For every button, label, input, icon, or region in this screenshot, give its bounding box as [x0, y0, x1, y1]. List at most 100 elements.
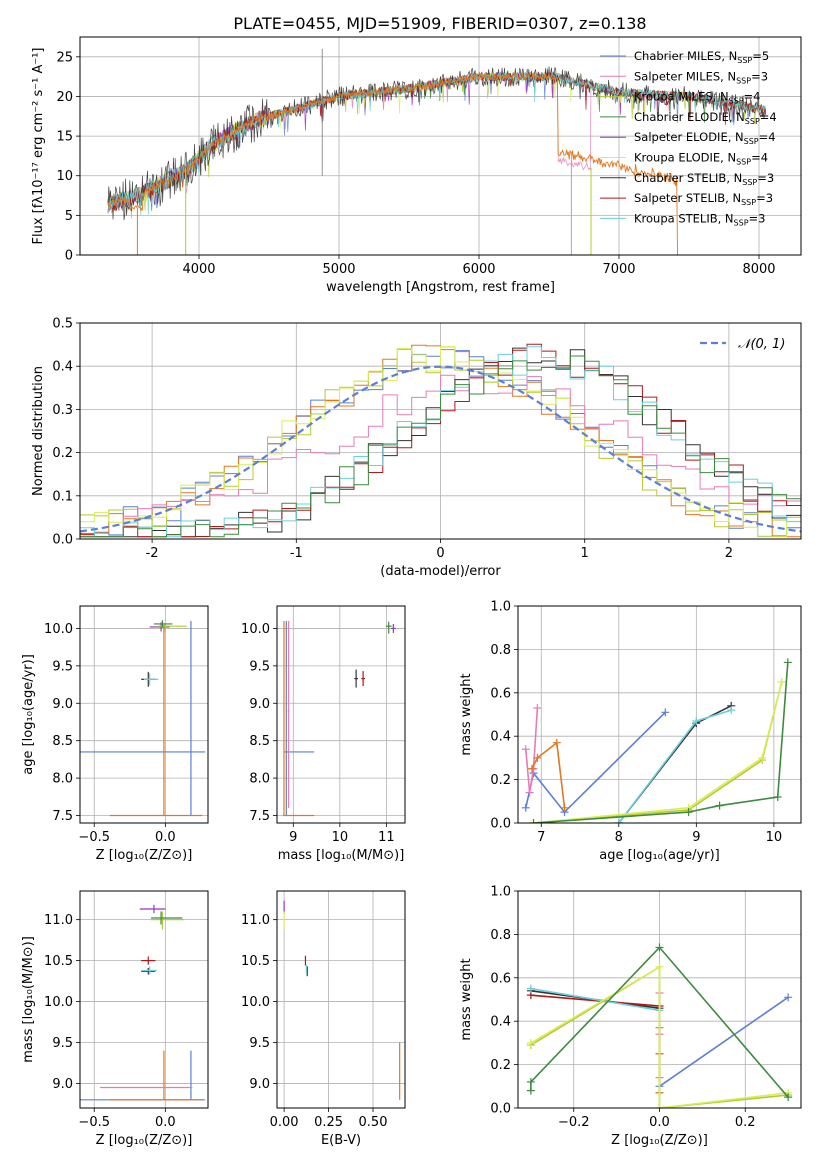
weight-marker — [692, 717, 701, 726]
y-tick-label: 0.6 — [490, 971, 511, 986]
x-tick-label: 0.0 — [155, 830, 176, 845]
x-axis-label: Z [log₁₀(Z/Z⊙)] — [96, 848, 193, 863]
axes-frame — [79, 605, 209, 824]
x-tick-label: −0.5 — [78, 830, 110, 845]
weight-series — [521, 703, 542, 797]
weight-line — [530, 946, 789, 1098]
y-tick-label: 9.5 — [52, 659, 73, 674]
x-tick-label: 6000 — [462, 262, 495, 277]
x-axis-label: (data-model)/error — [380, 564, 501, 579]
weight-marker — [552, 738, 561, 747]
weight-series — [526, 943, 793, 1102]
age_vs_mass-plot-area — [283, 620, 396, 817]
x-axis-label: mass [log₁₀(M/M⊙)] — [278, 848, 405, 863]
weight-marker — [533, 753, 542, 762]
legend-subscript: SSP — [737, 56, 752, 65]
y-tick-label: 8.0 — [52, 772, 73, 787]
x-tick-label: 9 — [289, 830, 297, 845]
weight-series — [614, 701, 736, 823]
weight-line — [530, 994, 660, 1007]
weight-series — [521, 708, 670, 817]
errorbar-point — [80, 620, 206, 816]
y-tick-label: 0.4 — [52, 360, 73, 375]
errorbar-point — [109, 1050, 203, 1101]
weight-line — [530, 987, 660, 1012]
weight-marker — [655, 943, 664, 952]
x-axis-label: age [log₁₀(age/yr)] — [599, 848, 720, 863]
weight-marker — [529, 819, 538, 823]
mass_weight_vs_Z-plot-area — [526, 943, 793, 1108]
y-tick-label: 0.2 — [52, 446, 73, 461]
legend-entry: Salpeter MILES, NSSP=3 — [634, 69, 768, 85]
weight-line — [533, 681, 783, 823]
legend-entry: Kroupa ELODIE, NSSP=4 — [634, 151, 768, 167]
legend-count: =4 — [751, 151, 768, 165]
y-tick-label: 10.0 — [241, 622, 270, 637]
errorbar-point — [283, 620, 315, 817]
weight-marker — [661, 708, 670, 717]
y-tick-label: 1.0 — [490, 885, 511, 900]
legend-count: =4 — [759, 130, 776, 144]
y-tick-label: 0.8 — [490, 928, 511, 943]
weight-line — [525, 707, 539, 793]
y-tick-label: 9.5 — [52, 1036, 73, 1051]
errorbar-point — [287, 620, 290, 809]
axes-frame — [276, 605, 406, 824]
axes-frame — [517, 605, 802, 824]
residuals-plot-area — [80, 343, 801, 538]
weight-marker — [533, 703, 542, 712]
weight-marker — [526, 1077, 535, 1086]
mass_vs_Z-panel: −0.5 0.0 9.0 9.5 10.0 10.5 11.0 Z [log₁₀(Z/Z⊙)]… — [21, 890, 209, 1148]
weight-line — [533, 662, 789, 823]
y-tick-label: 9.0 — [249, 1077, 270, 1092]
errorbar-point — [141, 956, 156, 965]
age_vs_Z-panel: −0.5 0.0 7.5 8.0 8.5 9.0 9.5 10.0 Z [log₁₀(Z/Z⊙)… — [21, 605, 209, 863]
legend-count: =3 — [757, 171, 774, 185]
legend-count: =4 — [760, 110, 777, 124]
mass_vs_ebv-panel: 0.00 0.25 0.50 9.0 9.5 10.0 10.5 11.0 E(B-V) — [241, 890, 406, 1148]
y-tick-label: 9.5 — [249, 659, 270, 674]
x-tick-label: 0.2 — [735, 1115, 756, 1130]
histogram-step — [80, 374, 801, 537]
weight-line — [531, 741, 566, 808]
errorbar-point — [151, 911, 183, 925]
y-tick-label: 0.5 — [52, 317, 73, 332]
mass_vs_Z-plot-area — [80, 904, 206, 1101]
y-tick-label: 20 — [56, 90, 73, 105]
errorbar-point — [354, 669, 358, 688]
x-tick-label: 0.0 — [155, 1115, 176, 1130]
y-tick-label: 0.1 — [52, 489, 73, 504]
axes-frame — [79, 36, 802, 256]
x-tick-label: 10 — [332, 830, 349, 845]
weight-marker — [773, 792, 782, 801]
weight-line — [658, 996, 789, 1093]
y-tick-label: 10.5 — [241, 954, 270, 969]
y-axis-label: age [log₁₀(age/yr)] — [21, 654, 36, 775]
legend-count: =3 — [756, 191, 773, 205]
weight-marker — [521, 803, 530, 812]
axes-frame — [79, 322, 802, 540]
spectrum-plot-area — [107, 48, 767, 255]
legend-count: =5 — [752, 49, 769, 63]
axes-frame — [276, 890, 406, 1109]
x-tick-label: 0.00 — [270, 1115, 299, 1130]
x-tick-label: 0.25 — [314, 1115, 343, 1130]
weight-series — [529, 658, 792, 823]
y-tick-label: 0.6 — [490, 686, 511, 701]
x-axis-label: Z [log₁₀(Z/Z⊙)] — [96, 1133, 193, 1148]
weight-marker — [527, 764, 536, 773]
histogram-step — [80, 346, 801, 538]
weight-marker — [614, 819, 623, 823]
legend-entry: 𝒩(0, 1) — [738, 337, 785, 352]
x-tick-label: 0.0 — [649, 1115, 670, 1130]
weight-marker — [758, 753, 767, 762]
y-tick-label: 10.0 — [44, 995, 73, 1010]
axes-frame — [79, 890, 209, 1109]
x-axis-label: wavelength [Angstrom, rest frame] — [326, 280, 555, 295]
x-tick-label: 1 — [581, 546, 589, 561]
figure-title: PLATE=0455, MJD=51909, FIBERID=0307, z=0… — [233, 14, 646, 33]
y-tick-label: 0.2 — [490, 773, 511, 788]
weight-series — [614, 706, 736, 823]
weight-marker — [727, 706, 736, 715]
y-tick-label: 9.0 — [52, 697, 73, 712]
